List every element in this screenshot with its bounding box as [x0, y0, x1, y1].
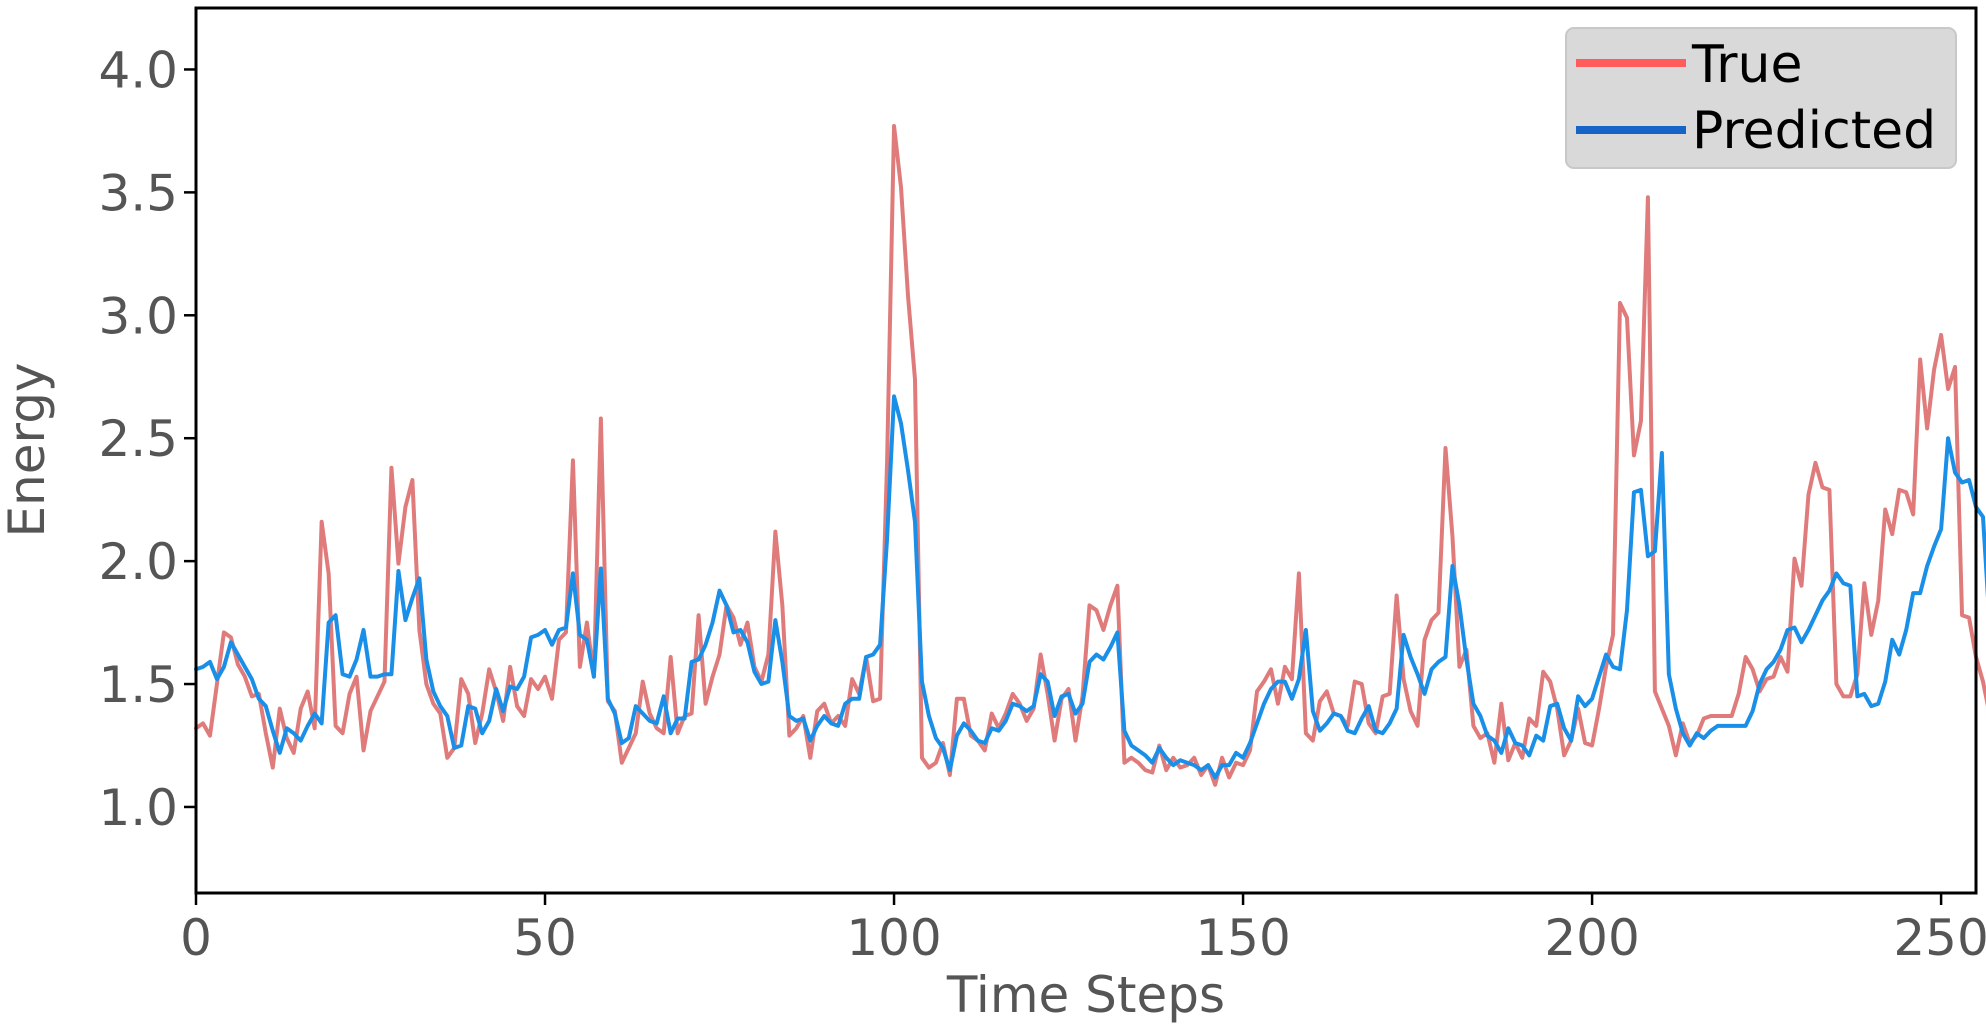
x-tick-label: 50	[513, 909, 577, 967]
x-tick-label: 200	[1544, 909, 1639, 967]
x-axis: 0 50 100 150 200 250	[180, 893, 1986, 967]
legend-label-true: True	[1691, 35, 1802, 95]
y-tick-label: 4.0	[98, 41, 178, 99]
series-line-true	[194, 124, 1986, 787]
y-tick-label: 1.5	[98, 656, 178, 714]
plot-frame	[194, 6, 1978, 895]
x-tick-label: 100	[846, 909, 941, 967]
legend: True Predicted	[1565, 27, 1957, 169]
y-tick-label: 1.0	[98, 779, 178, 837]
y-axis: 1.0 1.5 2.0 2.5 3.0 3.5 4.0	[98, 41, 196, 837]
legend-label-predicted: Predicted	[1692, 101, 1936, 161]
x-axis-title: Time Steps	[946, 966, 1225, 1024]
x-tick-label: 150	[1195, 909, 1290, 967]
y-tick-label: 2.0	[98, 533, 178, 591]
y-tick-label: 3.5	[98, 164, 178, 222]
x-tick-label: 0	[180, 909, 212, 967]
y-axis-title: Energy	[0, 362, 56, 537]
y-tick-label: 3.0	[98, 287, 178, 345]
x-tick-label: 250	[1893, 909, 1986, 967]
series-line-predicted	[194, 394, 1986, 780]
y-tick-label: 2.5	[98, 410, 178, 468]
series-layer	[194, 124, 1986, 787]
